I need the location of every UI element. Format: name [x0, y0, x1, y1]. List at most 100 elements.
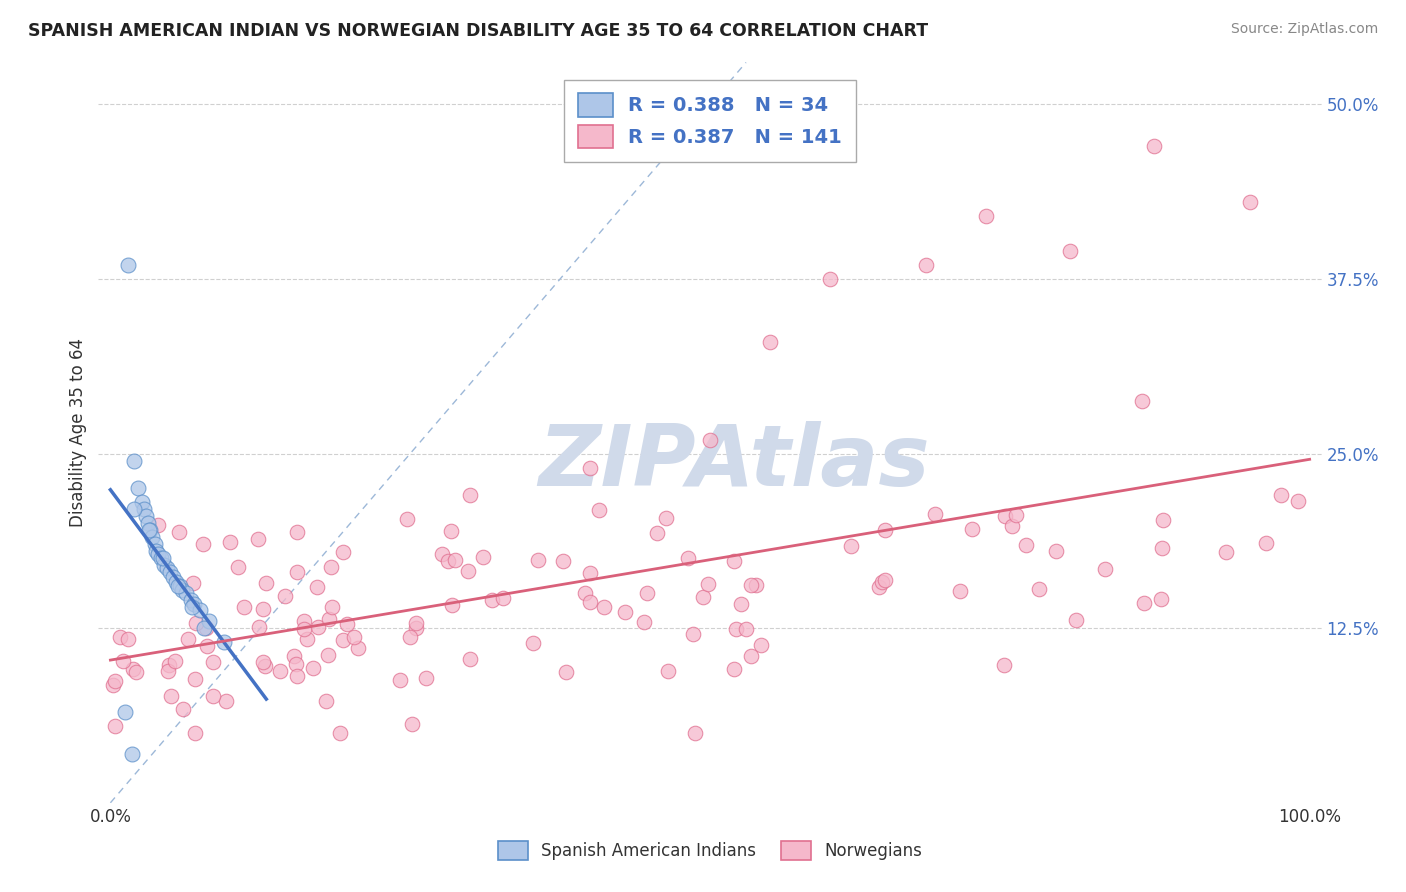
Point — [181, 575, 204, 590]
Point — [692, 590, 714, 604]
Point — [307, 619, 329, 633]
Point — [740, 649, 762, 664]
Point — [588, 502, 610, 516]
Point — [405, 615, 427, 630]
Point — [1270, 488, 1292, 502]
Text: ZIPAtlas: ZIPAtlas — [538, 421, 931, 504]
Point — [574, 585, 596, 599]
Point — [457, 564, 479, 578]
Point — [655, 511, 678, 525]
Point — [114, 705, 136, 719]
Point — [697, 576, 720, 591]
Point — [318, 612, 340, 626]
Point — [233, 599, 256, 614]
Point — [193, 621, 215, 635]
Point — [1152, 513, 1174, 527]
Point — [117, 258, 139, 272]
Point — [202, 655, 225, 669]
Point — [174, 586, 197, 600]
Point — [444, 553, 467, 567]
Point — [157, 664, 180, 678]
Point — [472, 550, 495, 565]
Point — [252, 601, 274, 615]
Point — [915, 258, 938, 272]
Point — [458, 652, 481, 666]
Point — [186, 615, 208, 630]
Point — [214, 635, 236, 649]
Point — [124, 453, 146, 467]
Point — [676, 550, 699, 565]
Point — [124, 502, 146, 516]
Point — [172, 702, 194, 716]
Point — [1005, 508, 1028, 522]
Point — [253, 659, 276, 673]
Point — [104, 718, 127, 732]
Point — [180, 593, 202, 607]
Point — [202, 689, 225, 703]
Point — [252, 655, 274, 669]
Point — [1001, 519, 1024, 533]
Point — [138, 524, 160, 538]
Point — [226, 560, 249, 574]
Point — [579, 460, 602, 475]
Point — [148, 518, 170, 533]
Point — [176, 632, 198, 646]
Point — [401, 717, 423, 731]
Point — [430, 547, 453, 561]
Point — [647, 525, 669, 540]
Point — [396, 512, 419, 526]
Point — [104, 674, 127, 689]
Point — [441, 599, 464, 613]
Point — [131, 495, 153, 509]
Point — [683, 726, 706, 740]
Point — [283, 648, 305, 663]
Point — [1028, 582, 1050, 597]
Point — [405, 621, 427, 635]
Point — [415, 672, 437, 686]
Point — [723, 554, 745, 568]
Point — [657, 664, 679, 678]
Point — [132, 502, 155, 516]
Point — [195, 639, 218, 653]
Point — [218, 534, 240, 549]
Point — [315, 694, 337, 708]
Point — [458, 488, 481, 502]
Point — [139, 524, 162, 538]
Point — [159, 566, 181, 580]
Point — [316, 648, 339, 662]
Point — [633, 615, 655, 629]
Point — [749, 638, 772, 652]
Point — [167, 525, 190, 540]
Point — [389, 673, 412, 687]
Point — [682, 627, 704, 641]
Point — [522, 636, 544, 650]
Point — [329, 726, 352, 740]
Point — [287, 668, 309, 682]
Text: SPANISH AMERICAN INDIAN VS NORWEGIAN DISABILITY AGE 35 TO 64 CORRELATION CHART: SPANISH AMERICAN INDIAN VS NORWEGIAN DIS… — [28, 22, 928, 40]
Point — [332, 545, 354, 559]
Point — [1286, 493, 1309, 508]
Point — [725, 622, 748, 636]
Point — [1064, 613, 1087, 627]
Point — [553, 554, 575, 568]
Point — [295, 632, 318, 646]
Point — [135, 509, 157, 524]
Point — [166, 579, 188, 593]
Point — [332, 632, 354, 647]
Point — [841, 539, 863, 553]
Point — [740, 578, 762, 592]
Point — [121, 747, 143, 761]
Point — [127, 482, 149, 496]
Point — [481, 592, 503, 607]
Point — [125, 665, 148, 680]
Point — [183, 672, 205, 686]
Point — [274, 590, 297, 604]
Point — [1143, 139, 1166, 153]
Point — [157, 658, 180, 673]
Point — [149, 551, 172, 566]
Point — [699, 433, 721, 447]
Point — [870, 574, 893, 589]
Point — [101, 677, 124, 691]
Point — [818, 272, 841, 286]
Point — [1239, 195, 1261, 210]
